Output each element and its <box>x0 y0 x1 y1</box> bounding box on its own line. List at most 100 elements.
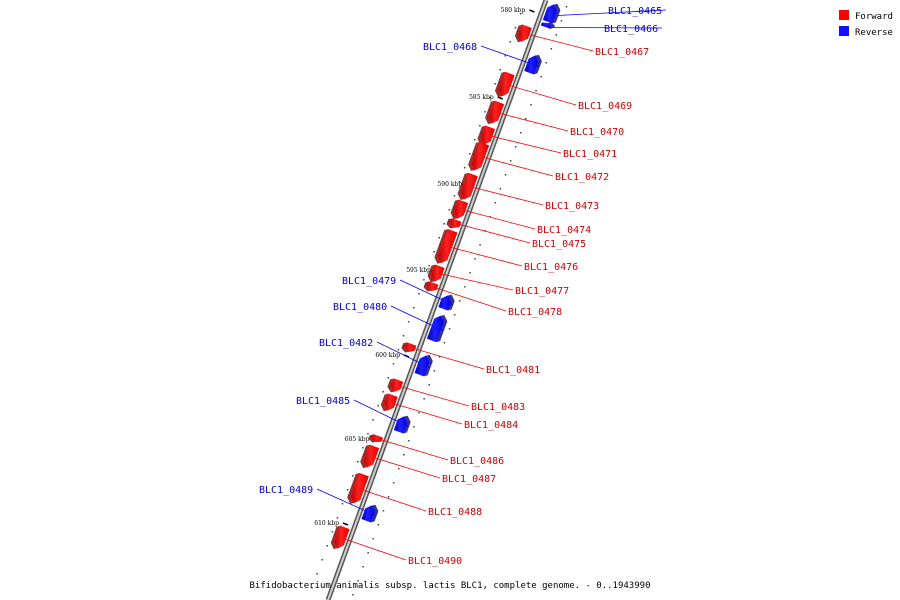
gene-leader-line <box>517 31 594 52</box>
gene-label[interactable]: BLC1_0474 <box>537 225 591 236</box>
gene-label[interactable]: BLC1_0486 <box>450 456 504 467</box>
tick-mark <box>550 48 553 50</box>
tick-mark <box>326 545 328 547</box>
tick-mark <box>515 146 517 148</box>
gene-blc1-0475-arrow[interactable] <box>449 218 462 228</box>
gene-blc1-0472-arrow[interactable] <box>471 141 490 171</box>
tick-mark <box>453 195 456 197</box>
gene-label[interactable]: BLC1_0480 <box>333 302 387 313</box>
gene-leader-line <box>370 436 449 461</box>
tick-mark <box>458 181 461 183</box>
scale-tick <box>342 522 349 526</box>
gene-label[interactable]: BLC1_0483 <box>471 402 525 413</box>
tick-mark <box>392 482 395 484</box>
gene-blc1-0483-arrow[interactable] <box>390 378 404 392</box>
gene-label[interactable]: BLC1_0470 <box>570 127 624 138</box>
tick-mark <box>448 209 451 211</box>
gene-blc1-0482-arrow[interactable] <box>414 355 430 377</box>
gene-label[interactable]: BLC1_0482 <box>319 338 373 349</box>
gene-label[interactable]: BLC1_0476 <box>524 262 578 273</box>
tick-mark <box>362 566 364 568</box>
tick-mark <box>413 307 415 309</box>
gene-label[interactable]: BLC1_0469 <box>578 101 632 112</box>
scale-label: 595 kbp <box>406 267 431 274</box>
gene-blc1-0471-arrow[interactable] <box>480 125 496 145</box>
gene-label[interactable]: BLC1_0466 <box>604 24 658 35</box>
gene-blc1-0467-arrow[interactable] <box>518 24 532 42</box>
minor-ticks <box>311 6 568 596</box>
gene-label[interactable]: BLC1_0467 <box>595 47 649 58</box>
gene-label[interactable]: BLC1_0479 <box>342 276 396 287</box>
gene-label[interactable]: BLC1_0477 <box>515 286 569 297</box>
tick-mark <box>433 251 435 253</box>
tick-mark <box>433 370 436 372</box>
tick-mark <box>463 167 466 169</box>
tick-mark <box>530 104 532 106</box>
gene-blc1-0470-arrow[interactable] <box>488 100 505 124</box>
gene-label[interactable]: BLC1_0488 <box>428 507 482 518</box>
scale-tick <box>529 9 535 13</box>
gene-leader-line <box>363 454 441 479</box>
gene-blc1-0469-arrow[interactable] <box>498 71 515 97</box>
gene-blc1-0478-arrow[interactable] <box>426 281 439 291</box>
gene-blc1-0479-arrow[interactable] <box>438 295 452 311</box>
scale-label: 590 kbp <box>437 181 462 188</box>
gene-leader-line <box>472 154 554 177</box>
gene-label[interactable]: BLC1_0473 <box>545 201 599 212</box>
tick-mark <box>479 244 481 246</box>
gene-leader-line <box>557 9 667 16</box>
gene-shadow <box>547 22 555 29</box>
tick-mark <box>352 594 354 596</box>
gene-blc1-0474-arrow[interactable] <box>453 199 469 219</box>
gene-blc1-0487-arrow[interactable] <box>363 444 380 468</box>
tick-mark <box>387 496 390 498</box>
tick-mark <box>484 111 486 113</box>
gene-blc1-0488-arrow[interactable] <box>350 472 369 504</box>
gene-blc1-0466-arrow[interactable] <box>540 22 552 30</box>
gene-blc1-0476-arrow[interactable] <box>437 228 458 264</box>
gene-label[interactable]: BLC1_0478 <box>508 307 562 318</box>
gene-blc1-0485-arrow[interactable] <box>393 416 408 434</box>
tick-mark <box>397 349 400 351</box>
gene-label[interactable]: BLC1_0489 <box>259 485 313 496</box>
tick-mark <box>362 447 364 449</box>
gene-label[interactable]: BLC1_0490 <box>408 556 462 567</box>
gene-leader-line <box>389 383 470 407</box>
gene-blc1-0468-arrow[interactable] <box>524 55 539 75</box>
legend-reverse-swatch <box>839 26 849 36</box>
tick-mark <box>545 62 547 64</box>
gene-blc1-0480-arrow[interactable] <box>426 315 445 343</box>
gene-leader-line <box>403 345 485 370</box>
gene-blc1-0477-arrow[interactable] <box>430 264 445 282</box>
tick-mark <box>469 272 471 274</box>
gene-label[interactable]: BLC1_0471 <box>563 149 617 160</box>
gene-blc1-0481-arrow[interactable] <box>404 342 417 352</box>
gene-label[interactable]: BLC1_0465 <box>608 6 662 17</box>
tick-mark <box>407 321 410 323</box>
scale-tick <box>497 96 504 100</box>
tick-mark <box>474 258 476 260</box>
tick-mark <box>408 440 410 442</box>
tick-mark <box>387 377 390 379</box>
gene-label[interactable]: BLC1_0475 <box>532 239 586 250</box>
gene-blc1-0489-arrow[interactable] <box>361 505 376 523</box>
gene-label[interactable]: BLC1_0481 <box>486 365 540 376</box>
legend-reverse-label: Reverse <box>855 28 893 38</box>
genome-caption: Bifidobacterium animalis subsp. lactis B… <box>250 581 651 591</box>
gene-blc1-0490-arrow[interactable] <box>333 525 350 549</box>
tick-mark <box>514 27 517 29</box>
gene-label[interactable]: BLC1_0484 <box>464 420 518 431</box>
tick-mark <box>352 475 354 477</box>
scale-label: 610 kbp <box>314 520 339 527</box>
gene-blc1-0486-arrow[interactable] <box>371 434 384 442</box>
gene-label[interactable]: BLC1_0468 <box>423 42 477 53</box>
gene-leader-line <box>352 486 427 512</box>
scale-label: 585 kbp <box>469 94 494 101</box>
tick-mark <box>535 90 537 92</box>
gene-leader-line <box>498 82 577 106</box>
gene-label[interactable]: BLC1_0472 <box>555 172 609 183</box>
gene-label[interactable]: BLC1_0485 <box>296 396 350 407</box>
gene-blc1-0473-arrow[interactable] <box>460 172 478 200</box>
gene-label[interactable]: BLC1_0487 <box>442 474 496 485</box>
gene-blc1-0484-arrow[interactable] <box>384 393 398 411</box>
